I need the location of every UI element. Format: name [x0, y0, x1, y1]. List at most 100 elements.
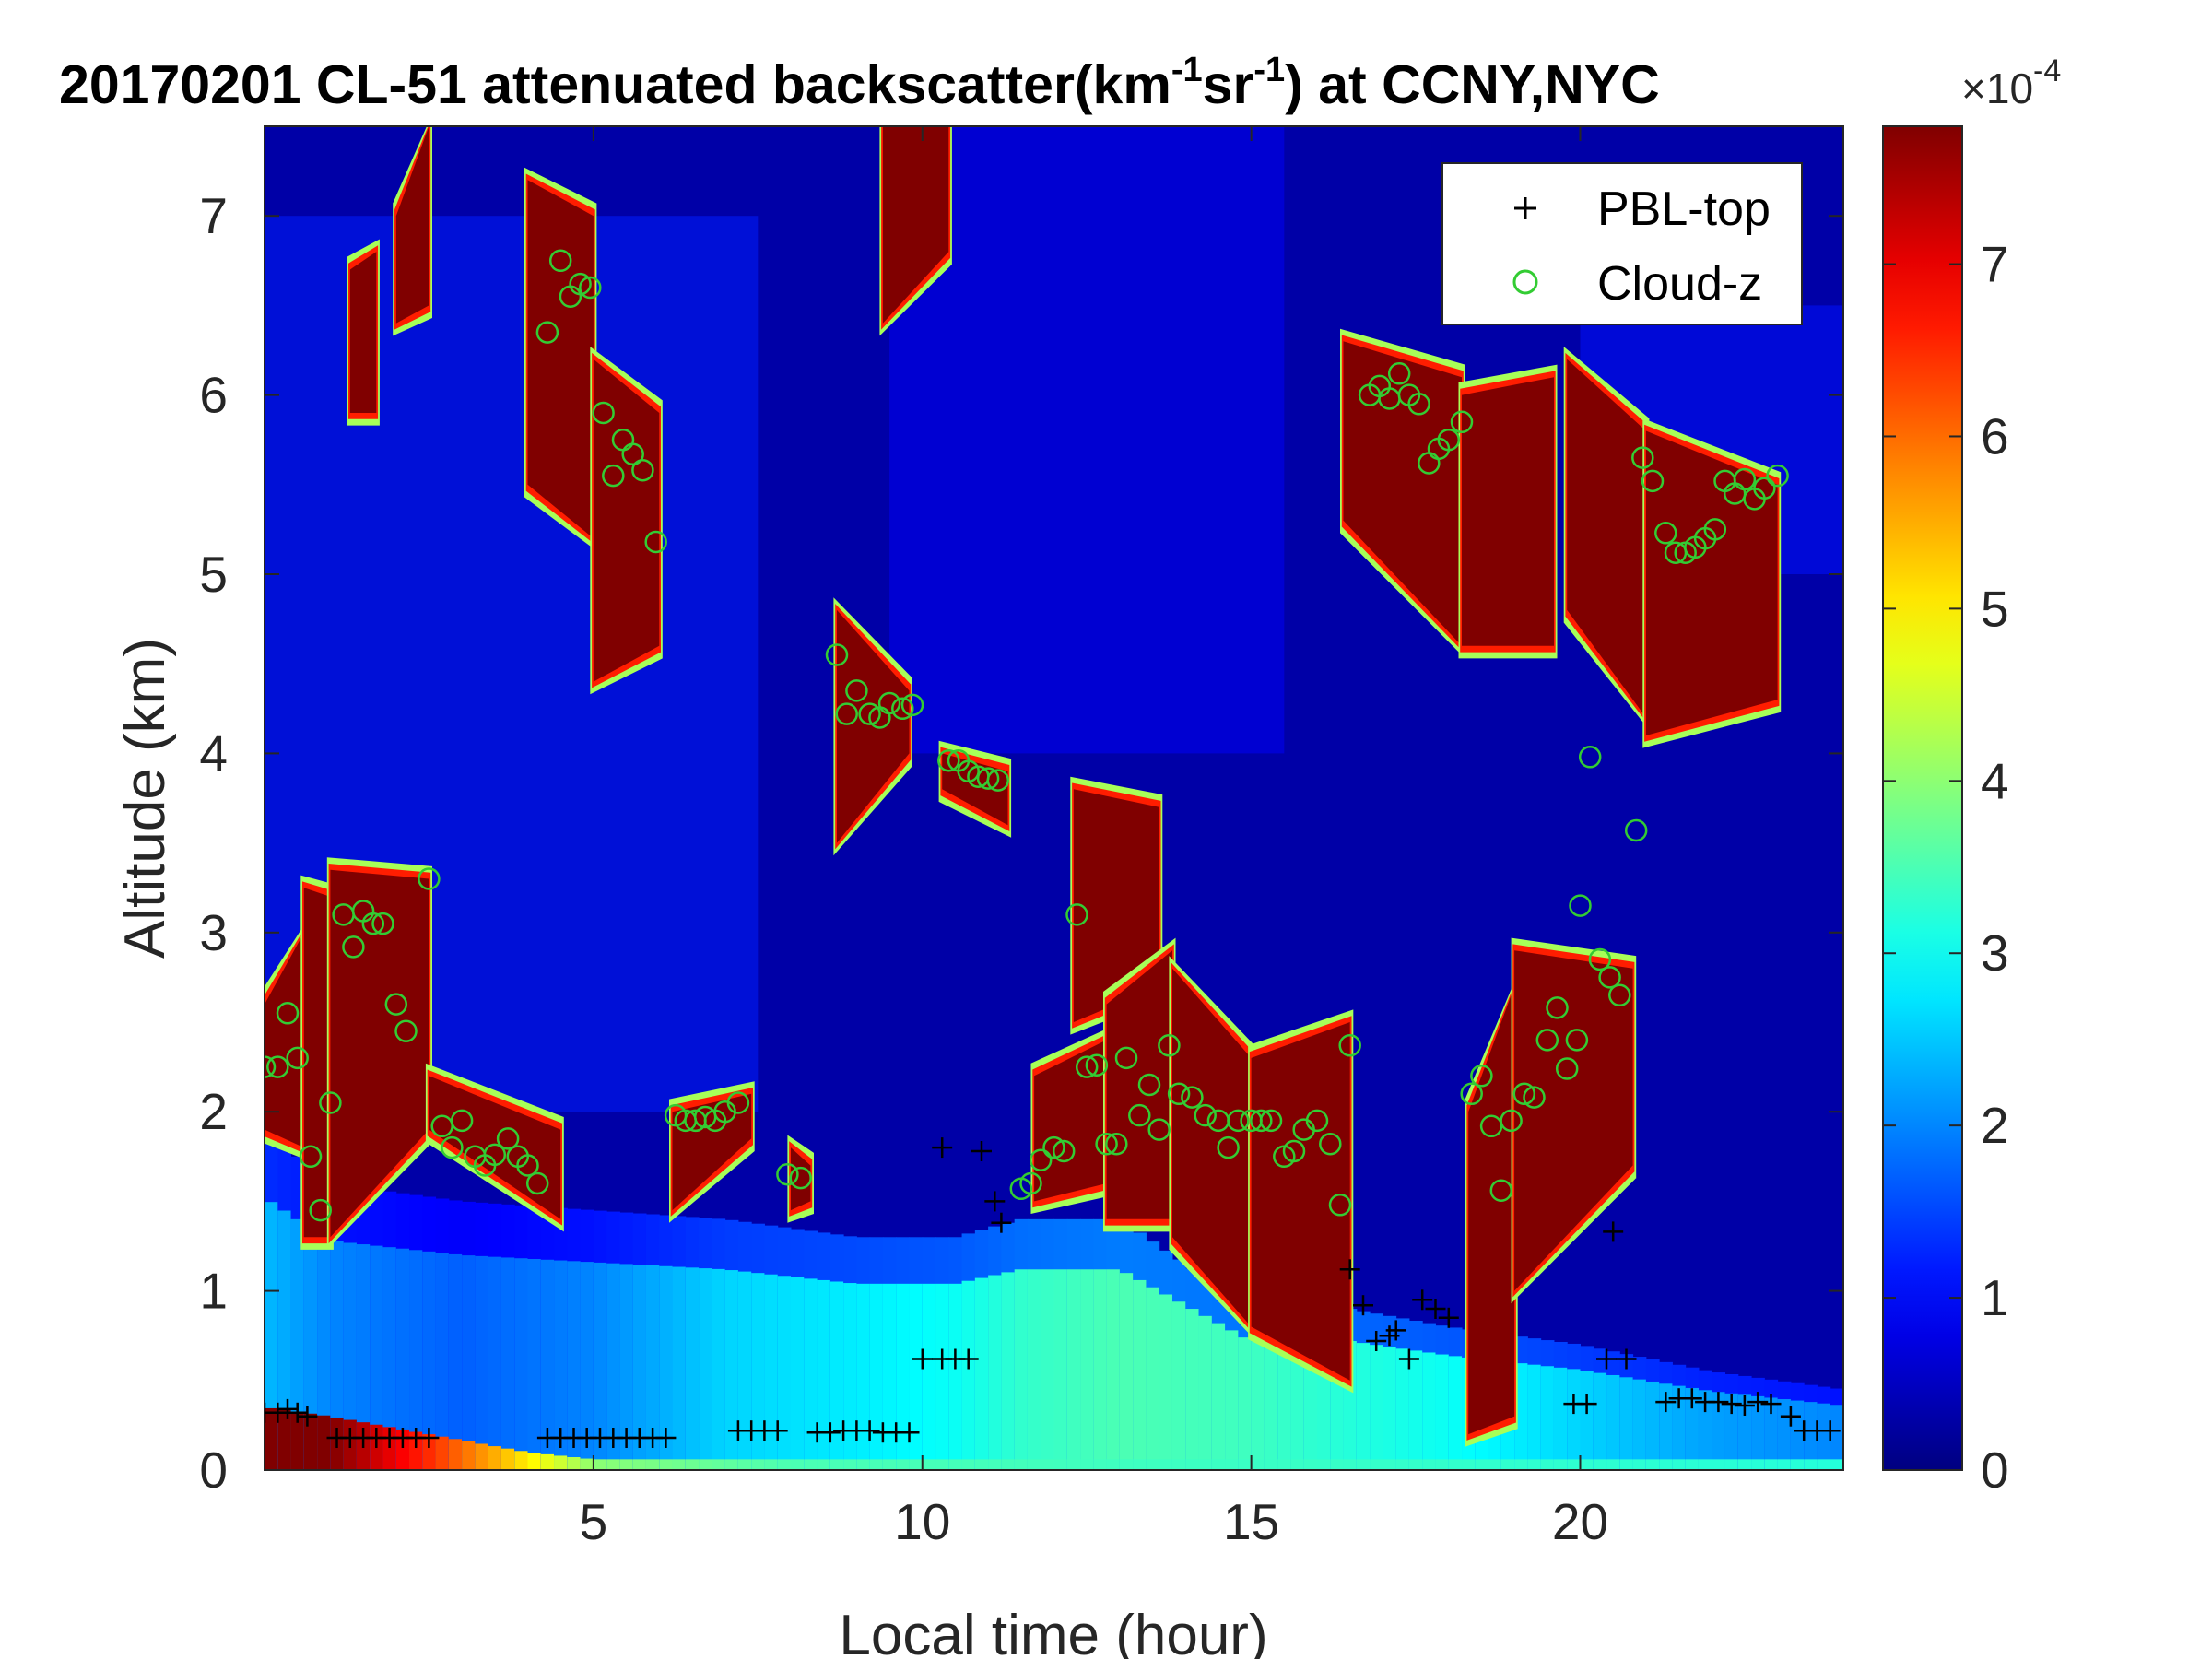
surface-layer-cell: [699, 1459, 712, 1470]
boundary-layer-cell: [843, 1283, 857, 1470]
surface-layer-cell: [961, 1459, 976, 1470]
cloud-z-marker: [371, 912, 394, 935]
legend-marker-cloud-z: [1512, 269, 1538, 295]
boundary-layer-cell: [1303, 1341, 1318, 1470]
pbl-top-marker: [984, 1191, 1006, 1212]
boundary-layer-cell: [395, 1248, 410, 1470]
boundary-layer-cell: [330, 1241, 345, 1470]
cloud-z-marker: [976, 767, 1000, 790]
boundary-layer-cell: [1014, 1269, 1029, 1470]
surface-layer-cell: [1619, 1459, 1634, 1470]
cloud-z-marker: [535, 321, 559, 344]
boundary-layer-cell: [737, 1271, 752, 1470]
surface-layer-cell: [1553, 1459, 1568, 1470]
boundary-layer-cell: [856, 1283, 871, 1470]
y-tick-label: 4: [199, 724, 228, 782]
boundary-layer-cell: [1238, 1337, 1253, 1470]
boundary-layer-cell: [370, 1245, 383, 1470]
cloud-z-marker: [1167, 1082, 1191, 1106]
cloud-z-marker: [1489, 1179, 1513, 1202]
boundary-layer-cell: [699, 1268, 712, 1470]
pbl-top-marker: [1596, 1348, 1617, 1370]
surface-layer-cell: [882, 1459, 897, 1470]
boundary-layer-cell: [777, 1276, 792, 1470]
boundary-layer-cell: [672, 1266, 687, 1470]
pbl-top-marker: [1353, 1295, 1373, 1316]
cloud-layer: [349, 252, 377, 413]
pbl-top-marker: [1747, 1392, 1769, 1413]
cloud-z-marker: [548, 249, 572, 273]
cloud-z-marker: [1703, 518, 1727, 541]
pbl-top-marker: [1412, 1289, 1433, 1311]
boundary-layer-cell: [1737, 1394, 1752, 1470]
boundary-layer-cell: [1080, 1269, 1094, 1470]
boundary-layer-cell: [948, 1283, 963, 1470]
boundary-layer-cell: [1211, 1323, 1226, 1470]
boundary-layer-cell: [475, 1255, 489, 1470]
boundary-layer-cell: [791, 1277, 805, 1470]
surface-layer-cell: [475, 1443, 489, 1470]
surface-layer-cell: [1790, 1459, 1805, 1470]
pbl-top-marker: [899, 1422, 920, 1443]
cloud-z-marker: [1147, 1118, 1171, 1141]
surface-layer-cell: [1053, 1459, 1068, 1470]
legend-label-pbl-top: PBL-top: [1597, 182, 1771, 236]
surface-layer-cell: [1737, 1459, 1752, 1470]
pbl-top-marker: [912, 1348, 933, 1370]
boundary-layer-cell: [343, 1242, 358, 1470]
surface-layer-cell: [1395, 1459, 1410, 1470]
cloud-layer: [1172, 968, 1252, 1327]
cloud-z-marker: [1608, 983, 1631, 1007]
cloud-z-marker: [342, 935, 365, 959]
surface-layer-cell: [265, 1407, 278, 1470]
cloud-z-marker: [1181, 1086, 1204, 1109]
marker-layer: [265, 249, 1841, 1448]
cloud-layer: [395, 126, 429, 324]
cloud-z-marker: [319, 1091, 342, 1114]
x-axis-label: Local time (hour): [839, 1604, 1267, 1659]
boundary-layer-cell: [869, 1283, 884, 1470]
cloud-z-marker: [1565, 1029, 1589, 1052]
y-tick-label: 6: [199, 367, 228, 424]
boundary-layer-cell: [382, 1247, 397, 1470]
boundary-layer-cell: [265, 1202, 278, 1470]
cloud-z-marker: [1523, 1086, 1546, 1109]
cloud-z-marker: [1075, 1055, 1099, 1078]
cloud-z-marker: [286, 1046, 309, 1070]
colorbar: 0 1 2 3 4 5 6 7 ×10-4: [1882, 53, 2061, 1499]
cloud-z-marker: [1095, 1132, 1118, 1156]
cloud-z-marker: [276, 1002, 300, 1025]
surface-layer-cell: [896, 1459, 910, 1470]
surface-layer-cell: [1146, 1459, 1160, 1470]
boundary-layer-cell: [1764, 1397, 1779, 1470]
surface-layer-cell: [1330, 1459, 1345, 1470]
pbl-top-marker: [1339, 1259, 1360, 1280]
surface-layer-cell: [1408, 1459, 1423, 1470]
colorbar-gradient: [1882, 125, 1963, 1471]
boundary-layer-cell: [1817, 1403, 1831, 1470]
surface-layer-cell: [1724, 1459, 1739, 1470]
cloud-z-marker: [877, 691, 901, 715]
surface-layer-cell: [712, 1459, 726, 1470]
surface-layer-cell: [448, 1439, 463, 1470]
cloud-z-marker: [835, 702, 858, 725]
y-tick-label: 3: [199, 904, 228, 961]
surface-layer-cell: [1119, 1459, 1134, 1470]
pbl-top-marker: [1425, 1299, 1446, 1319]
cloud-z-marker: [776, 1162, 799, 1186]
cloud-z-marker: [891, 697, 914, 721]
boundary-layer-cell: [1553, 1367, 1568, 1470]
pbl-top-marker: [819, 1422, 841, 1443]
surface-layer-cell: [1488, 1459, 1502, 1470]
surface-layer-cell: [1817, 1459, 1831, 1470]
pbl-top-marker: [1681, 1388, 1702, 1409]
cloud-z-marker: [265, 1055, 276, 1078]
cloud-z-marker: [266, 1055, 289, 1078]
boundary-layer-cell: [1001, 1272, 1016, 1470]
cloud-layer: [303, 888, 331, 1238]
surface-layer-cell: [632, 1459, 647, 1470]
cloud-layer: [1514, 950, 1633, 1291]
surface-layer-cell: [1277, 1459, 1291, 1470]
surface-layer-cell: [1382, 1459, 1397, 1470]
